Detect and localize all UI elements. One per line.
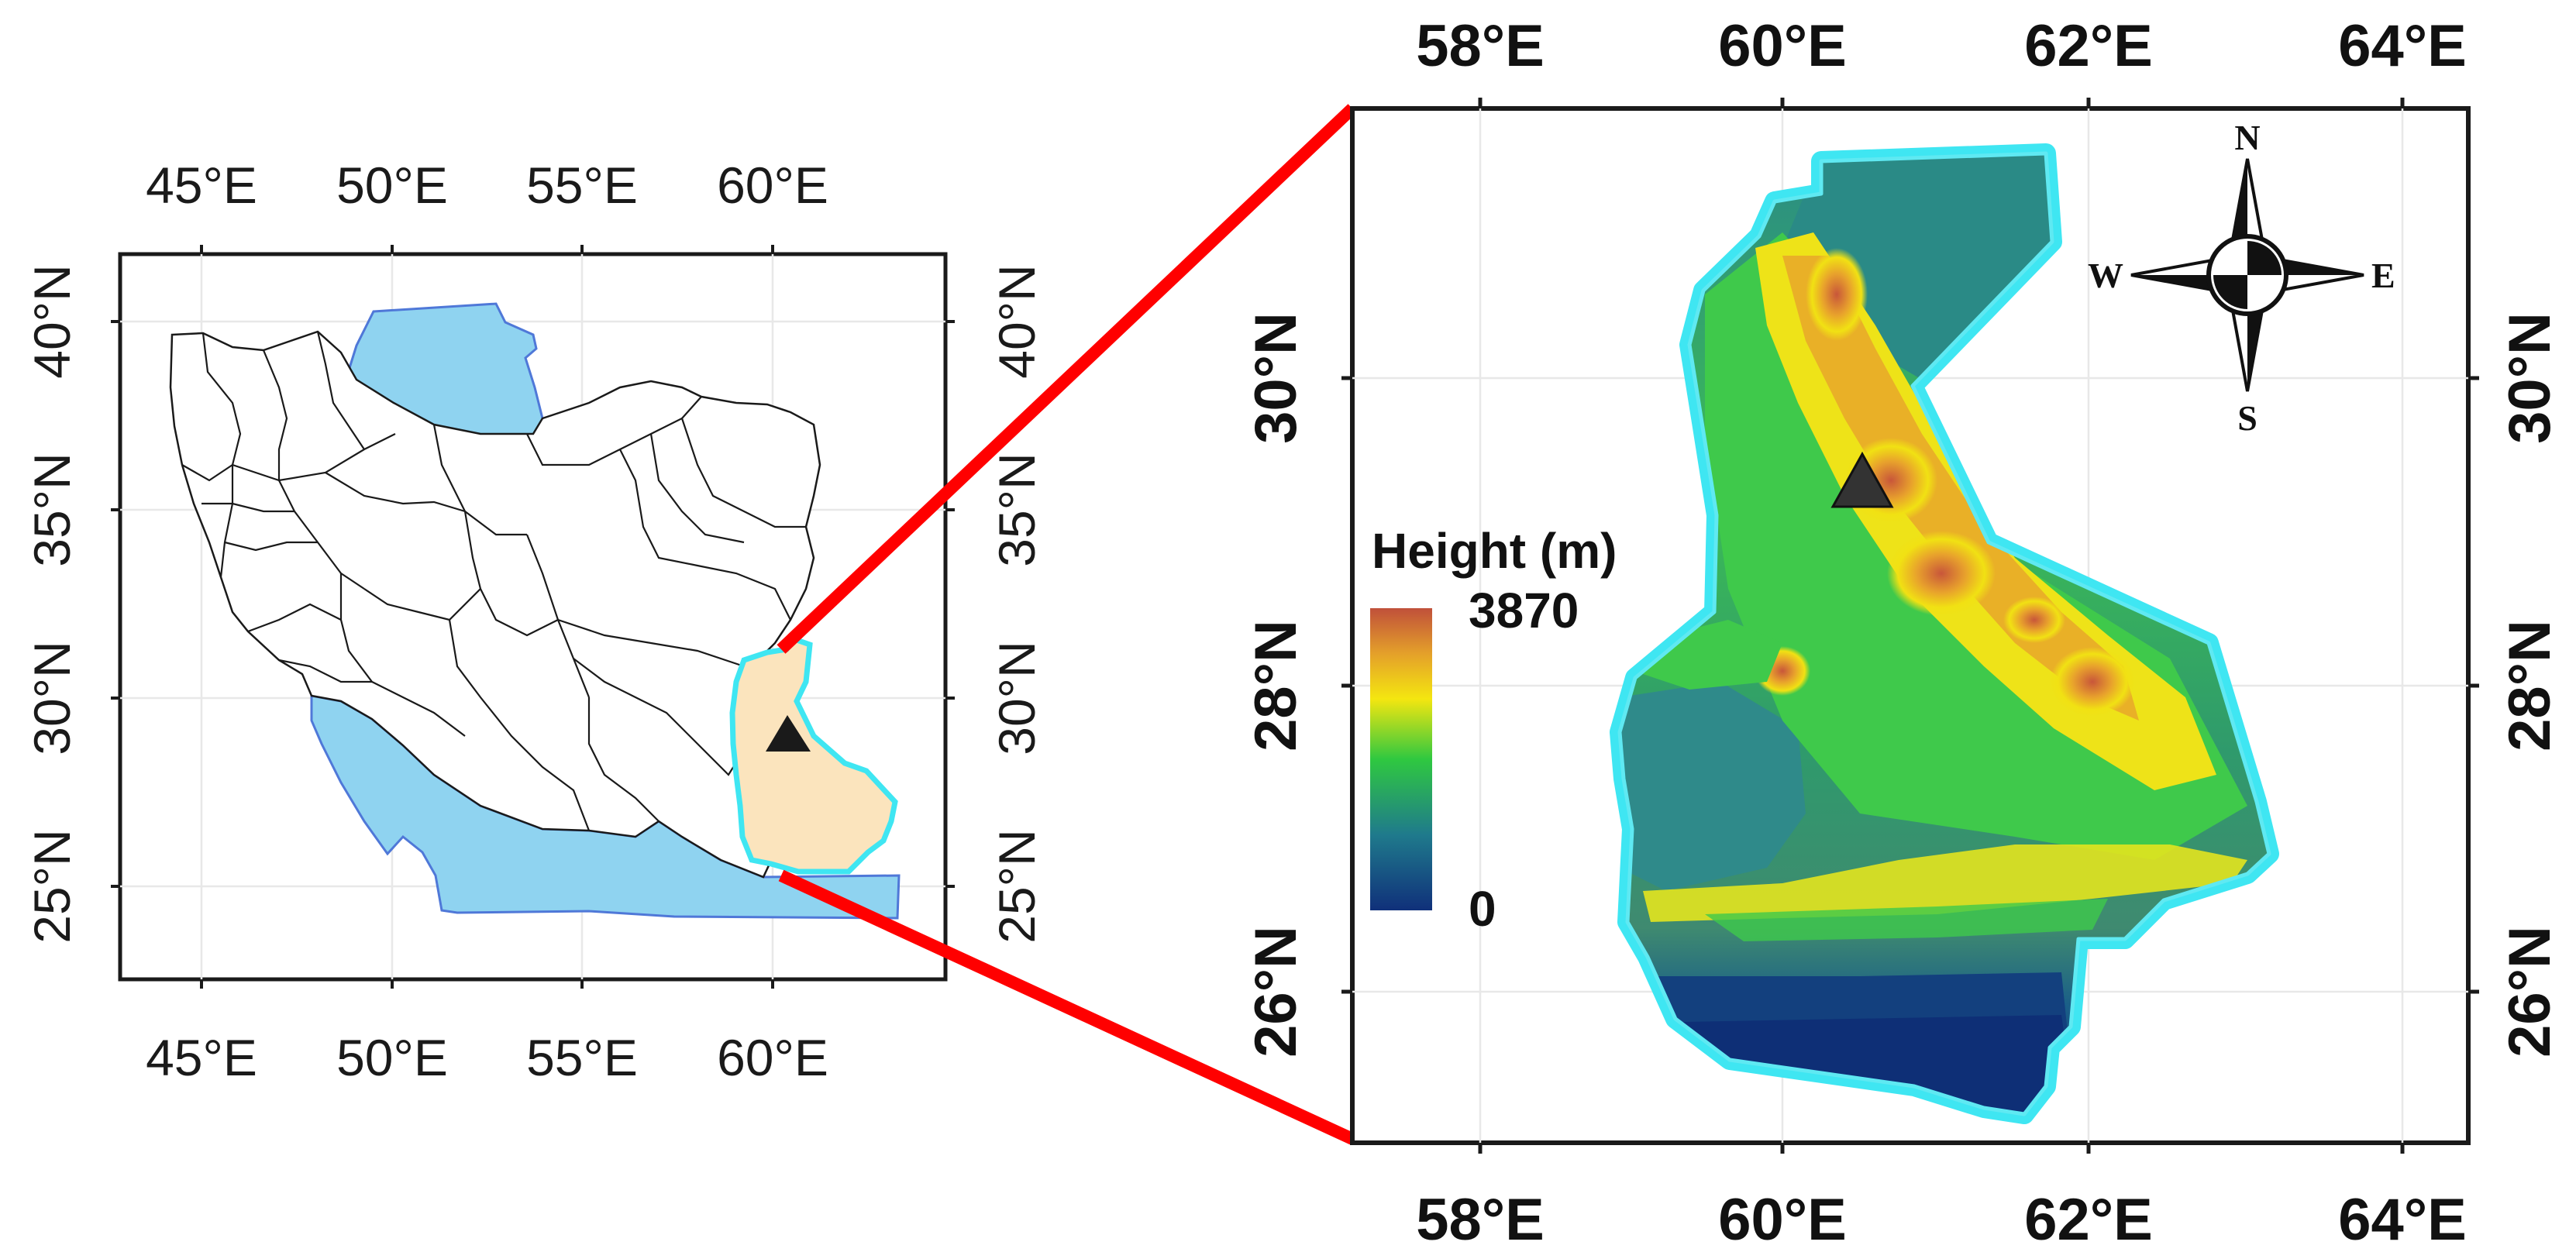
zoom-line-bottom (778, 869, 1355, 1145)
right-y-label-right: 28°N (2497, 620, 2563, 752)
right-map-ticks (1341, 98, 2479, 1154)
left-map-y-labels-left: 25°N 30°N 35°N 40°N (23, 264, 81, 943)
left-x-label-bottom: 55°E (526, 1029, 638, 1086)
left-x-label-top: 50°E (336, 157, 448, 214)
left-map-panel: 45°E 50°E 55°E 60°E 45°E 50°E 55°E 60°E … (23, 157, 1045, 1086)
right-x-label-top: 64°E (2338, 13, 2467, 79)
station-marker-small (766, 715, 811, 752)
left-map-x-labels-top: 45°E 50°E 55°E 60°E (146, 157, 828, 214)
compass-south-label: S (2237, 398, 2257, 438)
right-y-label-left: 30°N (1243, 312, 1309, 444)
left-map-x-labels-bottom: 45°E 50°E 55°E 60°E (146, 1029, 828, 1086)
compass-west-label: W (2088, 256, 2123, 295)
left-x-label-bottom: 45°E (146, 1029, 257, 1086)
compass-east-label: E (2371, 256, 2395, 295)
right-map-y-labels-left: 26°N 28°N 30°N (1243, 312, 1309, 1058)
legend-max-label: 3870 (1469, 583, 1579, 638)
legend-colorbar (1370, 608, 1432, 910)
right-map-panel: Height (m) 3870 0 N S E (1243, 13, 2563, 1253)
right-map-y-labels-right: 26°N 28°N 30°N (2497, 312, 2563, 1058)
legend-min-label: 0 (1469, 881, 1496, 937)
station-marker-large (1830, 451, 1894, 508)
province-borders (181, 331, 806, 831)
elevation-legend: Height (m) 3870 0 (1370, 523, 1617, 937)
left-y-label-right: 25°N (988, 829, 1045, 943)
right-x-label-bottom: 64°E (2338, 1187, 2467, 1253)
study-area-small (729, 635, 898, 875)
left-x-label-bottom: 60°E (717, 1029, 828, 1086)
zoom-line-top (777, 104, 1357, 654)
left-y-label-left: 35°N (23, 452, 81, 566)
compass-north-label: N (2234, 118, 2260, 157)
right-map-x-labels-bottom: 58°E 60°E 62°E 64°E (1416, 1187, 2467, 1253)
left-y-label-right: 40°N (988, 264, 1045, 378)
study-area-outline (1617, 151, 2271, 1116)
left-x-label-bottom: 50°E (336, 1029, 448, 1086)
north-arrow-compass: N S E W (2088, 118, 2395, 438)
left-x-label-top: 55°E (526, 157, 638, 214)
zoom-connector-lines (777, 104, 1357, 1145)
left-y-label-left: 25°N (23, 829, 81, 943)
left-x-label-top: 60°E (717, 157, 828, 214)
right-x-label-top: 58°E (1416, 13, 1545, 79)
left-x-label-top: 45°E (146, 157, 257, 214)
right-x-label-bottom: 60°E (1718, 1187, 1847, 1253)
right-y-label-left: 26°N (1243, 926, 1309, 1058)
left-y-label-right: 30°N (988, 641, 1045, 755)
left-y-label-left: 30°N (23, 641, 81, 755)
legend-title: Height (m) (1372, 523, 1617, 579)
right-x-label-top: 60°E (1718, 13, 1847, 79)
right-y-label-right: 30°N (2497, 312, 2563, 444)
right-y-label-left: 28°N (1243, 620, 1309, 752)
left-map-y-labels-right: 25°N 30°N 35°N 40°N (988, 264, 1045, 943)
left-map-ticks (111, 245, 955, 989)
right-x-label-top: 62°E (2024, 13, 2153, 79)
right-y-label-right: 26°N (2497, 926, 2563, 1058)
left-y-label-left: 40°N (23, 264, 81, 378)
right-x-label-bottom: 58°E (1416, 1187, 1545, 1253)
right-x-label-bottom: 62°E (2024, 1187, 2153, 1253)
left-y-label-right: 35°N (988, 452, 1045, 566)
right-map-x-labels-top: 58°E 60°E 62°E 64°E (1416, 13, 2467, 79)
